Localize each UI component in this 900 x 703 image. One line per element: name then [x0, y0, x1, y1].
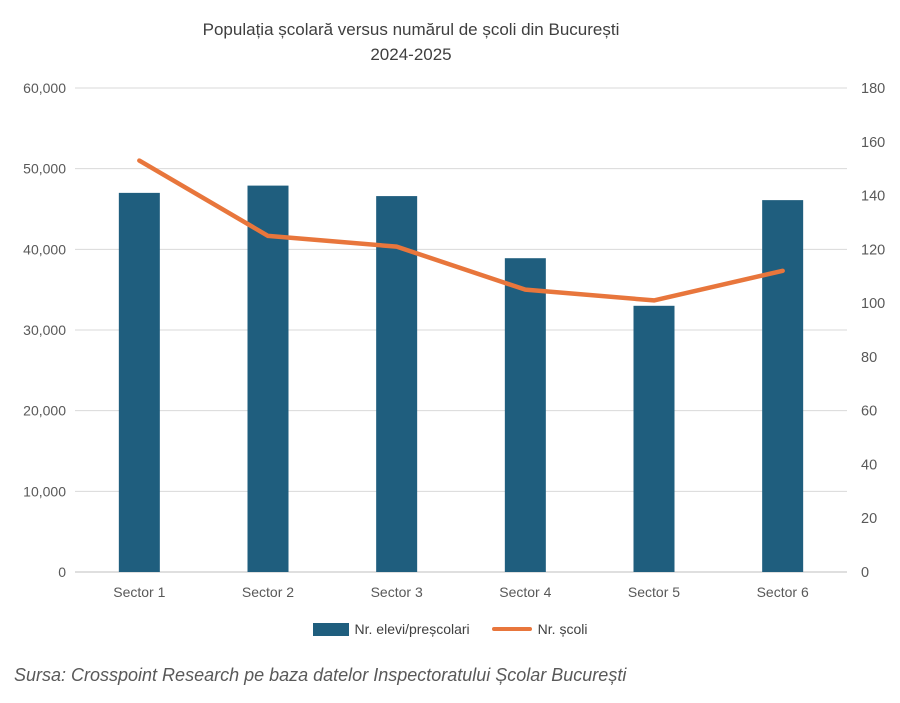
right-axis-tick-label: 20 — [861, 511, 877, 527]
right-axis-tick-label: 100 — [861, 296, 885, 312]
right-axis-tick-label: 160 — [861, 135, 885, 151]
bar-sector-4 — [504, 258, 546, 572]
x-category-label: Sector 4 — [499, 584, 551, 600]
combo-chart-plot: 0 10,000 20,000 30,000 40,000 50,000 60,000 0 20… — [23, 80, 885, 600]
legend-line-label: Nr. școli — [537, 621, 588, 637]
right-axis-tick-label: 180 — [861, 81, 885, 97]
x-category-label: Sector 2 — [242, 584, 294, 600]
x-category-label: Sector 1 — [113, 584, 165, 600]
right-axis-tick-label: 40 — [861, 457, 877, 473]
chart-title-line2: 2024-2025 — [370, 45, 452, 64]
legend-item-bars: Nr. elevi/preșcolari — [312, 621, 470, 637]
legend-item-line: Nr. școli — [491, 621, 588, 637]
x-category-label: Sector 3 — [371, 584, 423, 600]
source-attribution: Sursa: Crosspoint Research pe baza datel… — [14, 665, 627, 685]
bar-sector-6 — [762, 200, 804, 573]
left-axis-tick-label: 50,000 — [23, 161, 66, 177]
bar-sector-1 — [118, 192, 160, 572]
right-axis-tick-label: 80 — [861, 350, 877, 366]
bar-sector-5 — [633, 305, 675, 572]
legend-line-swatch — [491, 627, 532, 631]
chart-legend: Nr. elevi/preșcolari Nr. școli — [0, 621, 900, 637]
bar-sector-3 — [376, 196, 418, 573]
left-axis-tick-label: 0 — [58, 564, 66, 580]
legend-bar-swatch — [312, 622, 349, 636]
legend-bar-label: Nr. elevi/preșcolari — [354, 621, 470, 637]
left-axis-tick-label: 40,000 — [23, 241, 66, 257]
x-category-label: Sector 6 — [757, 584, 809, 600]
right-axis-tick-label: 140 — [861, 189, 885, 205]
left-axis-tick-label: 20,000 — [23, 403, 66, 419]
x-category-label: Sector 5 — [628, 584, 680, 600]
left-axis-tick-label: 10,000 — [23, 483, 66, 499]
right-axis-tick-label: 120 — [861, 242, 885, 258]
chart-title-line1: Populația școlară versus numărul de școl… — [202, 20, 620, 39]
schools-line — [137, 158, 785, 303]
left-axis-tick-label: 30,000 — [23, 322, 66, 338]
chart-title: Populația școlară versus numărul de școl… — [0, 17, 822, 67]
right-axis-tick-label: 0 — [861, 565, 869, 581]
left-axis-tick-label: 60,000 — [23, 80, 66, 96]
right-axis-tick-label: 60 — [861, 404, 877, 420]
bar-sector-2 — [247, 185, 289, 572]
